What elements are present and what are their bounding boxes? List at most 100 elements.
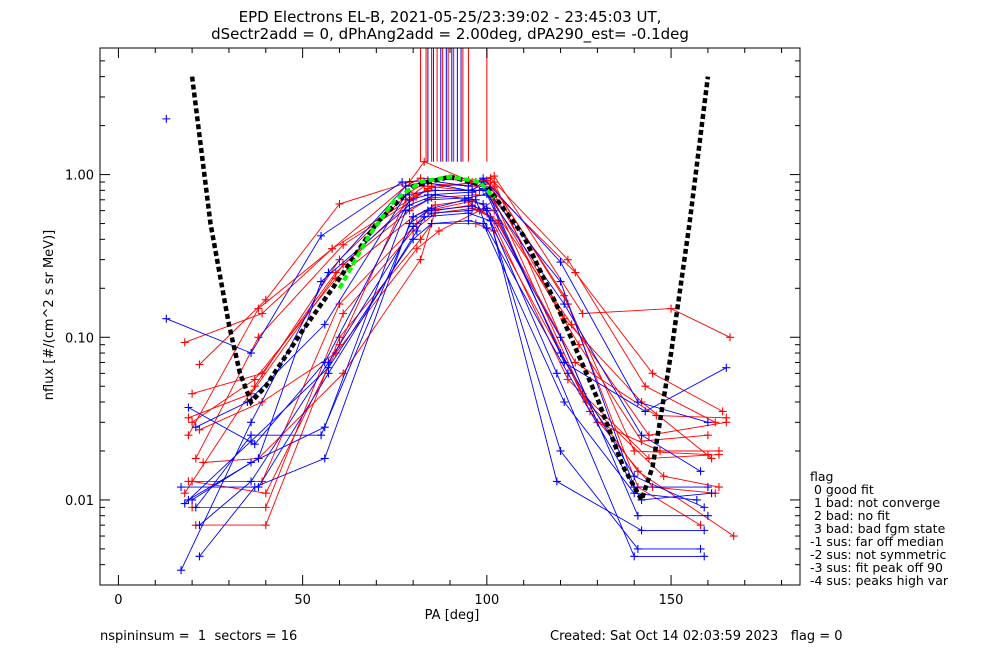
x-tick-label: 50 (294, 593, 311, 608)
legend-item: 0 good fit (810, 482, 874, 497)
data-point-red-8-9 (722, 413, 731, 422)
data-point-blue-9-2 (317, 277, 326, 286)
data-point-red-12-3 (416, 255, 425, 264)
data-point-blue-3-4 (423, 195, 432, 204)
data-point-blue-3-8 (630, 472, 639, 481)
data-point-blue-5-5 (468, 202, 477, 211)
data-point-blue-9-1 (254, 454, 263, 463)
data-point-blue-9-7 (563, 369, 572, 378)
series-blue-line-0 (166, 177, 709, 423)
data-point-red-5-2 (328, 244, 337, 253)
x-tick-label: 100 (474, 593, 499, 608)
series-red-line-9 (192, 207, 719, 508)
data-point-blue-10-9 (703, 511, 712, 520)
data-point-blue-0-8 (633, 397, 642, 406)
data-point-blue-7-7 (560, 397, 569, 406)
data-point-blue-6-9 (700, 526, 709, 535)
series-blue-line-5 (199, 205, 701, 557)
data-point-red-7-8 (644, 431, 653, 440)
data-point-blue-4-0 (191, 503, 200, 512)
data-point-blue-4-8 (630, 552, 639, 561)
data-point-red-2-8 (641, 382, 650, 391)
data-point-red-4-4 (420, 157, 429, 166)
data-point-blue-2-7 (560, 300, 569, 309)
series-blue-line-1 (180, 181, 708, 571)
series-red-line-6 (188, 194, 708, 442)
data-point-red-11-1 (258, 397, 267, 406)
series-blue-line-7 (184, 220, 697, 504)
data-point-blue-10-8 (633, 511, 642, 520)
data-point-red-2-9 (711, 418, 720, 427)
data-point-blue-9-9 (707, 489, 716, 498)
data-point-blue-1-9 (703, 483, 712, 492)
data-point-blue-6-3 (412, 227, 421, 236)
isolated-point-0 (162, 114, 171, 123)
series-blue-line-2 (188, 188, 701, 472)
data-point-red-5-7 (571, 268, 580, 277)
data-point-red-1-0 (180, 489, 189, 498)
legend-item: -3 sus: fit peak off 90 (810, 560, 943, 575)
data-point-red-11-3 (412, 244, 421, 253)
data-point-blue-10-4 (427, 209, 436, 218)
data-point-red-5-9 (718, 407, 727, 416)
data-point-red-12-0 (199, 458, 208, 467)
series-red-line-1 (184, 183, 701, 526)
data-point-blue-9-3 (405, 201, 414, 210)
data-point-blue-10-1 (247, 477, 256, 486)
data-point-blue-4-3 (409, 212, 418, 221)
data-point-red-6-7 (574, 340, 583, 349)
legend-item: 3 bad: bad fgm state (810, 521, 946, 536)
series-red-line-2 (191, 177, 716, 423)
y-tick-label: 0.10 (65, 331, 94, 346)
data-point-blue-0-9 (703, 418, 712, 427)
data-point-red-0-0 (184, 431, 193, 440)
data-point-blue-4-2 (317, 431, 326, 440)
legend-title: flag (810, 469, 833, 484)
footer-left: nspininsum = 1 sectors = 16 (100, 629, 297, 644)
series-red-line-0 (188, 177, 708, 456)
y-tick-label: 0.01 (65, 494, 94, 509)
data-marks (162, 48, 738, 575)
data-point-red-8-7 (571, 358, 580, 367)
data-point-red-13-6 (490, 178, 499, 187)
data-point-blue-2-0 (184, 403, 193, 412)
series-blue-line-8 (195, 181, 727, 428)
data-point-blue-10-0 (195, 521, 204, 530)
data-point-red-4-8 (667, 304, 676, 313)
series-blue-line-3 (191, 193, 705, 508)
legend-item: 2 bad: no fit (810, 508, 890, 523)
footer-right: Created: Sat Oct 14 02:03:59 2023 flag =… (550, 629, 843, 644)
data-point-red-10-8 (633, 467, 642, 476)
data-point-blue-0-1 (247, 349, 256, 358)
data-point-red-4-2 (335, 199, 344, 208)
series-red-line-11 (199, 199, 719, 488)
data-point-red-9-1 (261, 503, 270, 512)
data-point-blue-6-1 (254, 483, 263, 492)
data-point-blue-8-0 (191, 423, 200, 432)
series-red-line-8 (188, 201, 727, 482)
data-point-blue-10-6 (482, 204, 491, 213)
series-red-line-3 (195, 180, 712, 459)
data-point-blue-4-5 (460, 195, 469, 204)
data-point-red-4-7 (578, 309, 587, 318)
data-point-blue-10-5 (464, 206, 473, 215)
legend-items: 0 good fit 1 bad: not converge 2 bad: no… (810, 482, 949, 588)
data-point-red-10-3 (416, 235, 425, 244)
data-point-red-12-2 (339, 369, 348, 378)
data-point-blue-0-3 (398, 178, 407, 187)
x-axis-label: PA [deg] (425, 608, 480, 623)
data-point-red-13-0 (188, 477, 197, 486)
x-tick-label: 0 (114, 593, 122, 608)
data-point-blue-5-9 (696, 544, 705, 553)
data-point-red-7-1 (250, 375, 259, 384)
series-blue-line-9 (188, 194, 712, 501)
data-point-blue-2-8 (637, 431, 646, 440)
data-point-red-5-8 (648, 369, 657, 378)
data-point-red-10-1 (261, 521, 270, 530)
data-point-red-7-0 (188, 418, 197, 427)
chart-title: EPD Electrons EL-B, 2021-05-25/23:39:02 … (239, 8, 662, 26)
data-point-blue-3-7 (556, 349, 565, 358)
data-point-blue-9-6 (482, 223, 491, 232)
data-point-blue-4-9 (700, 552, 709, 561)
data-point-blue-5-2 (320, 454, 329, 463)
